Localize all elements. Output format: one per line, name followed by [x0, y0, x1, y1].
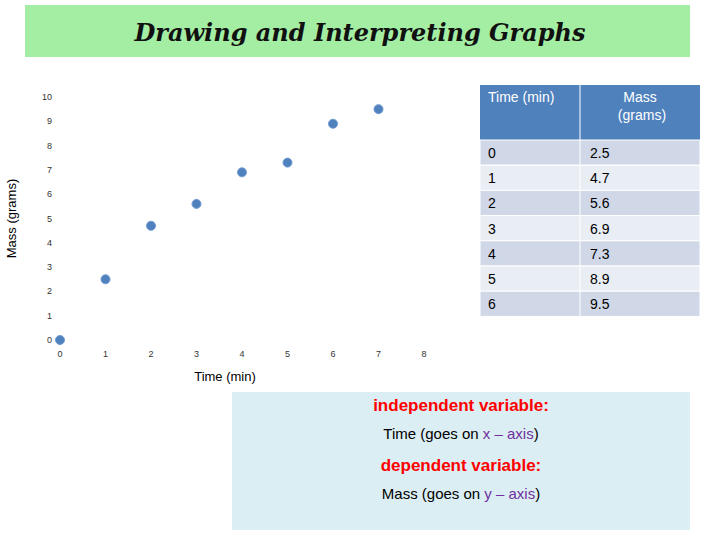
table-cell: 7.3 [590, 246, 610, 262]
table-cell: 6.9 [590, 221, 610, 237]
x-tick-label: 8 [421, 349, 426, 359]
title: Drawing and Interpreting Graphs [133, 18, 586, 47]
table-cell: 2.5 [590, 145, 610, 161]
column-header: Mass (grams) [614, 89, 666, 123]
table-row [480, 291, 700, 316]
table-cell: 4.7 [590, 170, 610, 186]
point [329, 119, 338, 128]
y-tick-label: 9 [47, 116, 52, 126]
y-tick-label: 6 [47, 189, 52, 199]
table-cell: 3 [488, 221, 496, 237]
point [374, 105, 383, 114]
y-axis-label: Mass (grams) [4, 179, 19, 258]
table-cell: 9.5 [590, 296, 610, 312]
point [147, 221, 156, 230]
point [192, 199, 201, 208]
x-tick-label: 1 [103, 349, 108, 359]
x-tick-label: 3 [194, 349, 199, 359]
notes-box: independent variable: Time (goes on x – a… [232, 392, 690, 530]
x-tick-label: 6 [330, 349, 335, 359]
note-part: y – axis [484, 485, 535, 502]
x-tick-label: 7 [376, 349, 381, 359]
point [238, 168, 247, 177]
table-cell: 5.6 [590, 195, 610, 211]
note-text: Mass (goes on y – axis) [382, 485, 540, 502]
points [56, 105, 384, 345]
note-part: ) [534, 425, 539, 442]
table-row [480, 165, 700, 190]
y-tick-label: 7 [47, 165, 52, 175]
y-tick-label: 2 [47, 286, 52, 296]
y-tick-label: 8 [47, 141, 52, 151]
table-row [480, 190, 700, 215]
y-tick-label: 0 [47, 335, 52, 345]
table-cell: 4 [488, 246, 496, 262]
note-heading: dependent variable: [381, 456, 542, 475]
x-axis-label: Time (min) [194, 369, 256, 384]
chart: 0 1 2 3 4 5 6 7 8 9 10 0 1 2 3 4 5 6 7 8 Time (min) Mass (gra… [4, 92, 427, 384]
y-tick-label: 3 [47, 262, 52, 272]
x-tick-label: 5 [285, 349, 290, 359]
x-tick-label: 0 [57, 349, 62, 359]
column-header: Time (min) [488, 89, 554, 105]
point [56, 336, 65, 345]
table-cell: 0 [488, 145, 496, 161]
table-row [480, 216, 700, 241]
table-row [480, 266, 700, 291]
title-banner [25, 5, 690, 57]
table-row [480, 241, 700, 266]
table: Time (min) Mass (grams) 0 2.5 1 4.7 2 5.6 3 6.9 4 7… [480, 85, 700, 316]
table-header [480, 85, 700, 140]
point [101, 275, 110, 284]
x-tick-label: 4 [239, 349, 244, 359]
table-cell: 8.9 [590, 271, 610, 287]
table-cell: 6 [488, 296, 496, 312]
note-part: Mass (goes on [382, 485, 485, 502]
note-part: ) [535, 485, 540, 502]
page: Drawing and Interpreting Graphs 0 1 2 3 4 5 6 7 8… [0, 0, 720, 540]
note-part: x – axis [483, 425, 534, 442]
table-cell: 1 [488, 170, 496, 186]
y-tick-label: 10 [42, 92, 52, 102]
y-tick-label: 4 [47, 238, 52, 248]
table-cell: 5 [488, 271, 496, 287]
point [283, 158, 292, 167]
note-part: Time (goes on [383, 425, 483, 442]
note-text: Time (goes on x – axis) [383, 425, 538, 442]
note-heading: independent variable: [373, 396, 549, 415]
y-tick-label: 1 [47, 311, 52, 321]
x-tick-label: 2 [148, 349, 153, 359]
table-row [480, 140, 700, 165]
table-divider [580, 85, 581, 316]
y-tick-label: 5 [47, 214, 52, 224]
notes-background [232, 392, 690, 530]
table-cell: 2 [488, 195, 496, 211]
